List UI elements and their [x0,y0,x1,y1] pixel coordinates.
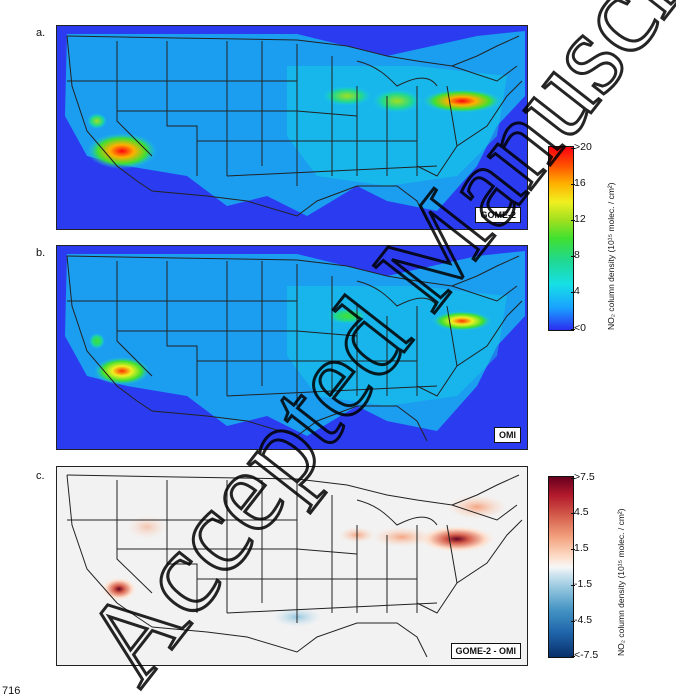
colorbar-bottom [548,476,574,658]
gome2-badge: GOME-2 [475,207,521,223]
colorbar-top-tick-1: 16 [571,177,586,189]
colorbar-top [548,146,574,331]
panel-c-label: c. [36,470,45,482]
line-number: 716 [2,685,21,697]
map-omi: OMI [56,245,528,450]
panel-a-label: a. [36,27,46,39]
colorbar-top-tick-3: 8 [571,249,580,261]
colorbar-bottom-tick-4: -4.5 [570,614,593,626]
colorbar-bottom-title: NO₂ column density (10¹⁵ molec. / cm²) [616,508,626,656]
map-gome2-plot [65,31,525,222]
colorbar-bottom-tick-1: 4.5 [571,506,589,518]
colorbar-top-tick-2: 12 [571,213,586,225]
colorbar-bottom-tick-0: >7.5 [571,471,595,483]
panel-b-label: b. [36,247,46,259]
map-difference: GOME-2 - OMI [56,466,528,666]
colorbar-bottom-tick-3: -1.5 [570,578,593,590]
difference-badge: GOME-2 - OMI [450,643,521,659]
map-difference-plot [66,474,523,658]
omi-badge: OMI [494,427,521,443]
colorbar-top-tick-0: >20 [571,141,592,153]
map-gome2: GOME-2 [56,25,528,230]
map-omi-plot [65,251,525,442]
colorbar-bottom-tick-5: <-7.5 [570,649,599,661]
colorbar-bottom-tick-2: 1.5 [571,542,589,554]
colorbar-top-title: NO₂ column density (10¹⁵ molec. / cm²) [606,182,616,330]
colorbar-top-tick-4: 4 [571,285,580,297]
colorbar-top-tick-5: <0 [571,322,586,334]
